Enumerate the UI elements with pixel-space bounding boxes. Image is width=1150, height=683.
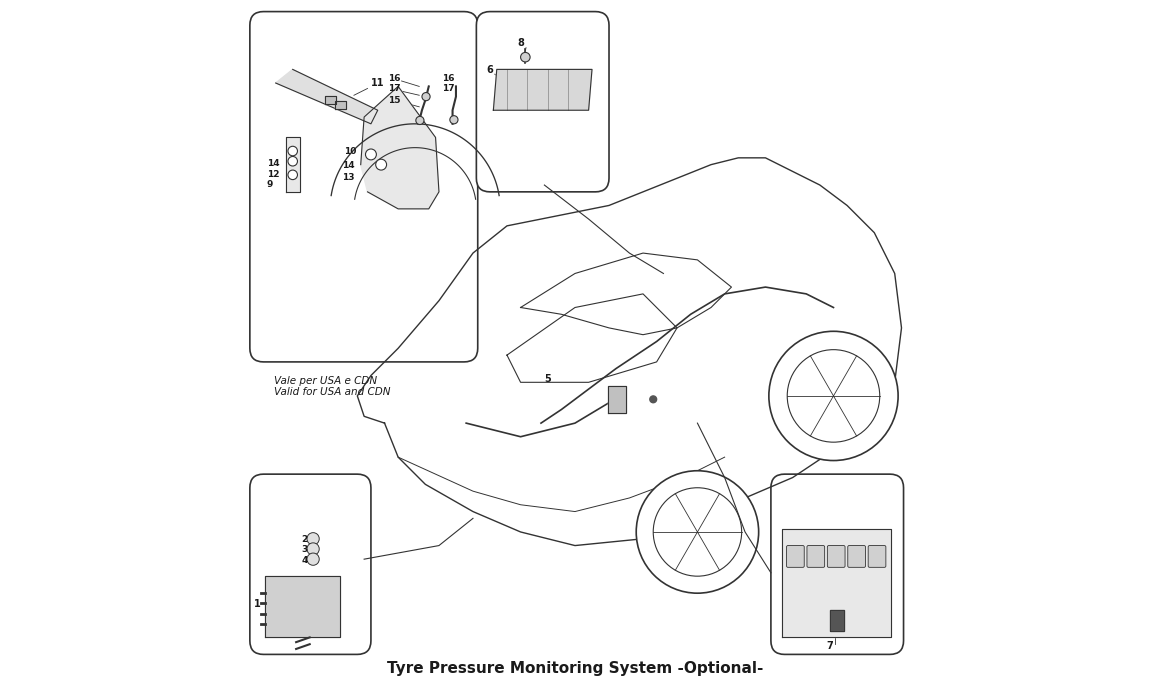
FancyBboxPatch shape bbox=[770, 474, 904, 654]
Circle shape bbox=[769, 331, 898, 460]
Circle shape bbox=[366, 149, 376, 160]
Circle shape bbox=[788, 350, 880, 442]
Polygon shape bbox=[276, 70, 377, 124]
Text: 17: 17 bbox=[443, 84, 455, 93]
Bar bbox=[324, 96, 336, 104]
Polygon shape bbox=[266, 576, 340, 637]
Text: 16: 16 bbox=[388, 74, 400, 83]
Text: 14: 14 bbox=[343, 161, 355, 170]
FancyBboxPatch shape bbox=[250, 474, 371, 654]
Text: 5: 5 bbox=[544, 374, 551, 385]
Text: 1: 1 bbox=[254, 599, 261, 609]
Circle shape bbox=[288, 170, 298, 180]
Text: 14: 14 bbox=[267, 159, 279, 168]
Text: 7: 7 bbox=[827, 641, 834, 651]
Polygon shape bbox=[782, 529, 891, 637]
Circle shape bbox=[650, 396, 657, 403]
Text: 6: 6 bbox=[486, 65, 493, 75]
Circle shape bbox=[288, 156, 298, 166]
Circle shape bbox=[450, 115, 458, 124]
Text: Tyre Pressure Monitoring System -Optional-: Tyre Pressure Monitoring System -Optiona… bbox=[386, 661, 764, 676]
Text: Vale per USA e CDN
Valid for USA and CDN: Vale per USA e CDN Valid for USA and CDN bbox=[275, 376, 391, 397]
Text: 12: 12 bbox=[267, 170, 279, 179]
FancyBboxPatch shape bbox=[848, 546, 866, 568]
Bar bbox=[335, 100, 346, 109]
Text: 15: 15 bbox=[388, 96, 400, 105]
Circle shape bbox=[636, 471, 759, 593]
Polygon shape bbox=[493, 70, 592, 110]
Text: 10: 10 bbox=[344, 148, 356, 156]
Text: 11: 11 bbox=[371, 79, 384, 88]
Circle shape bbox=[521, 53, 530, 62]
FancyBboxPatch shape bbox=[250, 12, 477, 362]
Circle shape bbox=[653, 488, 742, 576]
FancyBboxPatch shape bbox=[807, 546, 825, 568]
Circle shape bbox=[307, 553, 320, 566]
Text: 4: 4 bbox=[301, 555, 308, 565]
FancyBboxPatch shape bbox=[827, 546, 845, 568]
Circle shape bbox=[422, 92, 430, 100]
Text: 3: 3 bbox=[301, 545, 308, 555]
Circle shape bbox=[307, 543, 320, 555]
Polygon shape bbox=[607, 386, 626, 413]
Text: 16: 16 bbox=[443, 74, 455, 83]
FancyBboxPatch shape bbox=[476, 12, 610, 192]
Circle shape bbox=[307, 533, 320, 545]
Text: 2: 2 bbox=[301, 535, 308, 544]
Text: 8: 8 bbox=[518, 38, 524, 48]
FancyBboxPatch shape bbox=[787, 546, 804, 568]
Text: 13: 13 bbox=[343, 173, 355, 182]
Circle shape bbox=[416, 116, 424, 124]
Polygon shape bbox=[361, 87, 439, 209]
Polygon shape bbox=[286, 137, 299, 192]
Text: 17: 17 bbox=[388, 84, 400, 93]
Circle shape bbox=[376, 159, 386, 170]
Text: 9: 9 bbox=[267, 180, 274, 189]
Polygon shape bbox=[830, 610, 844, 630]
FancyBboxPatch shape bbox=[868, 546, 886, 568]
Circle shape bbox=[288, 146, 298, 156]
